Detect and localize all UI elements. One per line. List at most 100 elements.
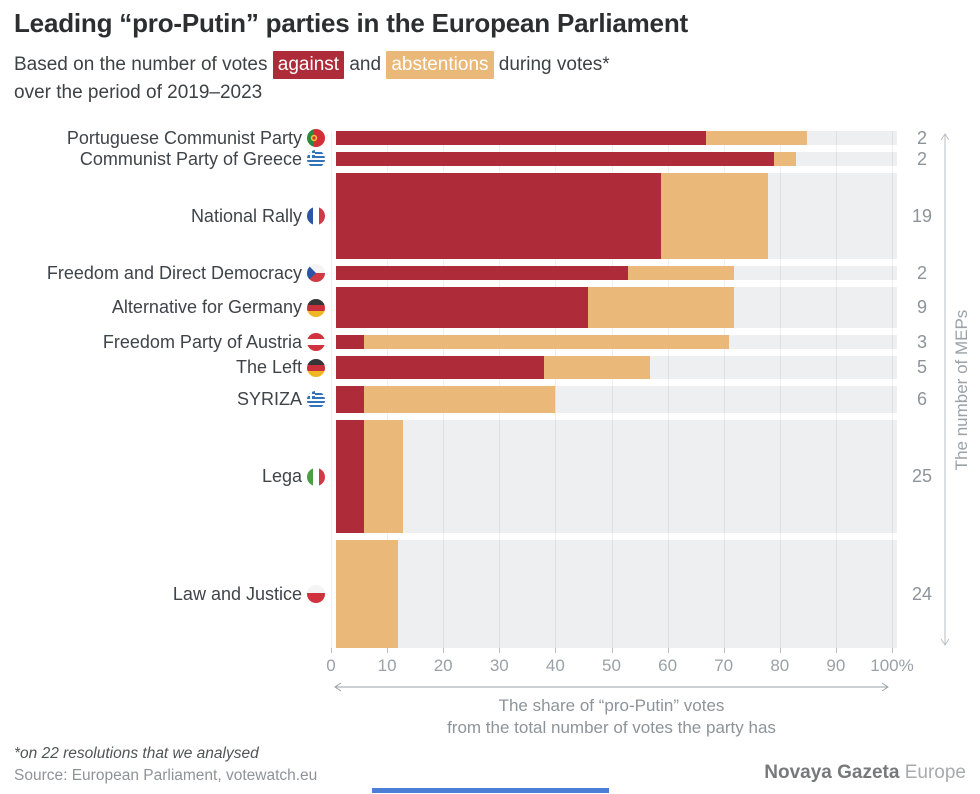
against-bar [336, 266, 628, 280]
chart-row: The Left 5 [14, 356, 974, 379]
meps-count: 3 [916, 331, 927, 352]
abstentions-bar [364, 420, 404, 533]
meps-count: 25 [911, 466, 933, 486]
x-tick-label: 100% [870, 656, 914, 675]
x-axis-caption-line2: from the total number of votes the party… [447, 718, 776, 737]
x-tick-label: 90 [826, 656, 846, 675]
bar-chart: Portuguese Communist Party 2 Communist Par… [14, 128, 974, 760]
meps-count: 19 [911, 205, 933, 226]
x-tick-mark [835, 648, 837, 653]
flag-greece-icon [307, 390, 325, 409]
bar-track [336, 287, 897, 328]
x-tick-label: 40 [545, 656, 565, 675]
bar-track [336, 386, 897, 413]
meps-count: 2 [916, 127, 927, 148]
x-tick-mark [779, 648, 781, 653]
flag-portugal-icon [307, 129, 325, 147]
bar-track [336, 420, 897, 533]
brand-logo: Novaya Gazeta Europe [764, 762, 966, 784]
meps-count: 6 [916, 389, 927, 409]
chart-title: Leading “pro-Putin” parties in the Europ… [14, 8, 688, 38]
legend-against-chip: against [272, 51, 345, 79]
footnote: *on 22 resolutions that we analysed [14, 745, 259, 762]
brand-light: Europe [899, 762, 966, 783]
meps-count: 2 [916, 148, 927, 169]
party-label: Freedom Party of Austria [102, 331, 302, 352]
party-label: Lega [261, 466, 302, 486]
meps-count: 2 [916, 262, 927, 283]
chart-row: Portuguese Communist Party 2 [14, 128, 974, 148]
x-axis: The share of “pro-Putin” votes from the … [326, 648, 914, 760]
abstentions-bar [543, 356, 651, 379]
bar-track [336, 173, 897, 259]
party-label: National Rally [190, 205, 302, 226]
abstentions-bar [773, 152, 797, 166]
x-tick-label: 30 [489, 656, 509, 675]
flag-germany-icon [307, 358, 325, 377]
brand-bold: Novaya Gazeta [764, 762, 900, 783]
horizontal-double-arrow-icon [334, 682, 889, 692]
x-tick-label: 50 [602, 656, 621, 675]
bar-track [336, 540, 897, 648]
x-tick-mark [331, 648, 332, 653]
flag-greece-icon [307, 150, 325, 168]
abstentions-bar [706, 131, 808, 145]
abstentions-bar [364, 335, 729, 349]
x-tick-mark [443, 648, 445, 653]
abstentions-bar [588, 287, 735, 328]
chart-subtitle: Based on the number of votes against and… [14, 51, 966, 106]
against-bar [336, 131, 707, 145]
meps-count: 24 [911, 583, 933, 604]
abstentions-bar [627, 266, 735, 280]
x-tick-label: 20 [433, 656, 453, 675]
party-label: Communist Party of Greece [79, 148, 302, 169]
x-tick-label: 80 [770, 656, 790, 675]
bar-track [336, 266, 897, 280]
x-tick-label: 0 [326, 656, 336, 675]
source-line: Source: European Parliament, votewatch.e… [14, 767, 318, 784]
against-bar [336, 152, 774, 166]
abstentions-bar [661, 173, 768, 259]
meps-axis-label-wrap: The number of MEPs [952, 131, 972, 648]
against-bar [336, 287, 589, 328]
bar-track [336, 131, 897, 145]
x-tick-mark [387, 648, 389, 653]
x-tick-mark [892, 648, 893, 653]
flag-italy-icon [307, 467, 325, 486]
against-bar [336, 335, 365, 349]
subtitle-prefix: Based on the number of votes [14, 54, 268, 75]
chart-row: Freedom Party of Austria 3 [14, 332, 974, 352]
chart-row: National Rally 19 [14, 173, 974, 259]
chart-rows: Portuguese Communist Party 2 Communist Par… [14, 128, 974, 648]
chart-row: Communist Party of Greece 2 [14, 149, 974, 169]
x-tick-mark [555, 648, 557, 653]
x-tick-mark [611, 648, 613, 653]
flag-france-icon [307, 207, 325, 225]
abstentions-bar [336, 540, 398, 648]
bottom-accent-bar [372, 788, 609, 793]
party-label: Portuguese Communist Party [66, 127, 302, 148]
vertical-double-arrow-icon [940, 133, 950, 646]
against-bar [336, 386, 365, 413]
meps-count: 9 [916, 297, 927, 317]
x-tick-mark [667, 648, 669, 653]
chart-row: Freedom and Direct Democracy 2 [14, 263, 974, 283]
x-axis-arrow [331, 680, 892, 698]
x-tick-mark [499, 648, 501, 653]
against-bar [336, 356, 544, 379]
party-label: Freedom and Direct Democracy [46, 262, 302, 283]
x-tick-label: 10 [377, 656, 397, 675]
flag-austria-icon [307, 333, 325, 351]
x-tick-mark [723, 648, 725, 653]
party-label: Alternative for Germany [111, 297, 302, 317]
chart-row: Law and Justice 24 [14, 540, 974, 648]
subtitle-mid: and [349, 54, 382, 75]
bar-track [336, 335, 897, 349]
x-tick-label: 70 [714, 656, 734, 675]
x-axis-caption: The share of “pro-Putin” votes from the … [331, 695, 892, 739]
party-label: The Left [235, 357, 302, 377]
subtitle-suffix: during votes* [498, 54, 610, 75]
flag-poland-icon [307, 585, 325, 603]
meps-axis-label: The number of MEPs [952, 309, 971, 470]
